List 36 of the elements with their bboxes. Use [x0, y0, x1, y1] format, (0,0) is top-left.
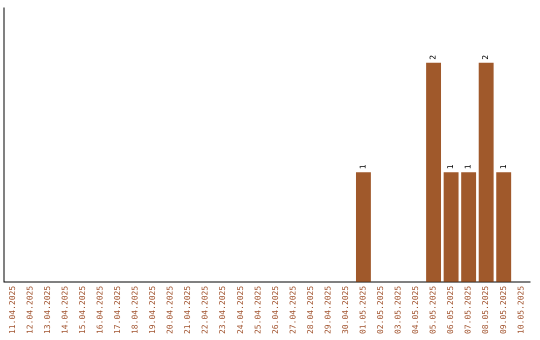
x-tick-label: 23.04.2025: [218, 286, 228, 334]
x-tick-label: 01.05.2025: [358, 286, 368, 334]
x-tick-label: 04.05.2025: [411, 286, 420, 334]
x-tick-label: 15.04.2025: [78, 286, 87, 334]
x-tick-label: 20.04.2025: [166, 286, 175, 334]
x-tick-label: 05.05.2025: [428, 286, 438, 334]
x-tick-label: 28.04.2025: [306, 286, 315, 334]
x-tick-label: 11.04.2025: [8, 286, 17, 334]
x-tick-label: 13.04.2025: [42, 286, 52, 334]
x-tick-label: 24.04.2025: [236, 286, 245, 334]
x-tick-label: 06.05.2025: [446, 286, 456, 334]
data-label: 1: [498, 164, 508, 170]
x-tick-label: 21.04.2025: [183, 286, 192, 334]
x-tick-label: 26.04.2025: [270, 286, 280, 334]
x-tick-label: 08.05.2025: [481, 286, 490, 334]
x-tick-label: 14.04.2025: [60, 286, 70, 334]
data-label: 1: [464, 164, 473, 170]
x-tick-label: 16.04.2025: [96, 286, 105, 334]
x-tick-label: 19.04.2025: [148, 286, 158, 334]
x-tick-label: 10.05.2025: [516, 286, 526, 334]
data-label: 1: [446, 164, 456, 170]
x-tick-label: 29.04.2025: [323, 286, 332, 334]
x-tick-label: 12.04.2025: [25, 286, 34, 334]
x-tick-label: 18.04.2025: [130, 286, 140, 334]
data-label: 1: [358, 164, 368, 170]
x-tick-label: 09.05.2025: [498, 286, 508, 334]
data-label: 2: [481, 54, 490, 60]
x-tick-label: 30.04.2025: [340, 286, 350, 334]
x-tick-label: 07.05.2025: [464, 286, 473, 334]
x-tick-label: 27.04.2025: [288, 286, 298, 334]
x-tick-label: 22.04.2025: [200, 286, 210, 334]
x-tick-label: 03.05.2025: [394, 286, 403, 334]
x-tick-label: 17.04.2025: [113, 286, 122, 334]
x-tick-label: 02.05.2025: [376, 286, 386, 334]
x-tick-label: 25.04.2025: [253, 286, 262, 334]
data-label: 2: [428, 54, 438, 60]
